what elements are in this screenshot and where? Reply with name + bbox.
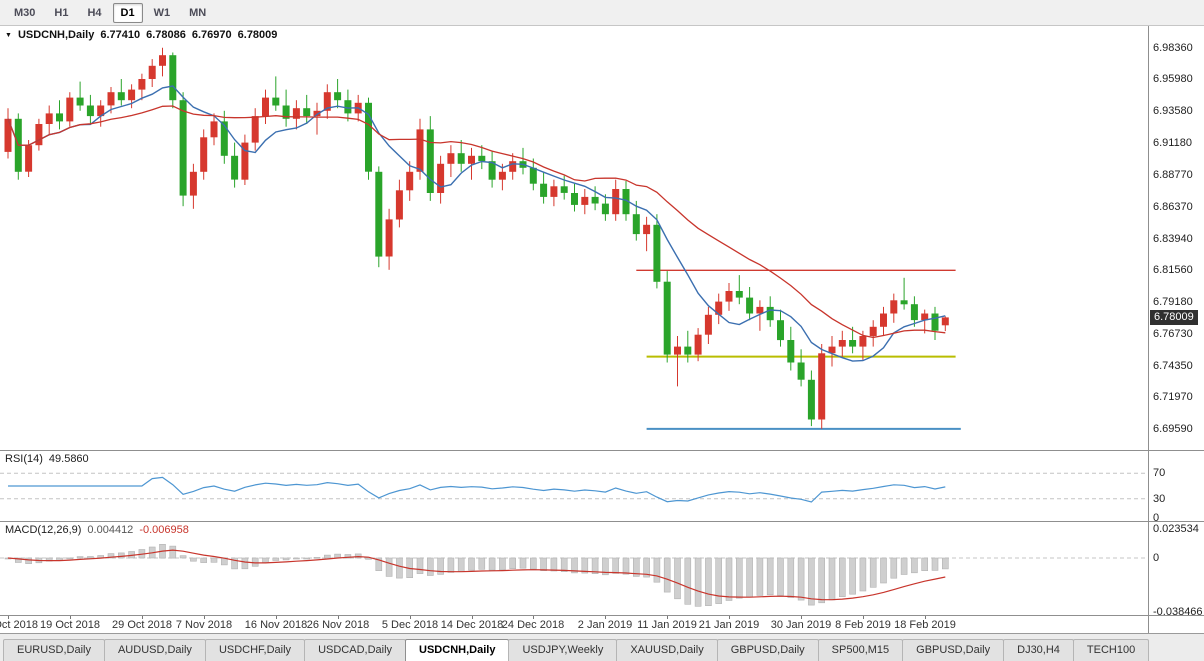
plot-column: ▼ USDCNH,Daily 6.77410 6.78086 6.76970 6… (0, 26, 1204, 633)
price-axis: 6.98360 6.95980 6.93580 6.91180 6.88770 6.863… (1148, 26, 1204, 633)
rsi-value: 49.5860 (48, 453, 89, 465)
main-chart-pane[interactable]: ▼ USDCNH,Daily 6.77410 6.78086 6.76970 6… (0, 26, 1148, 450)
chart-tab-tech100[interactable]: TECH100 (1072, 639, 1150, 661)
date-label: 7 Nov 2018 (175, 619, 233, 631)
price-axis-label: 6.95980 (1153, 73, 1193, 85)
macd-canvas[interactable] (0, 522, 1148, 615)
date-label: 16 Nov 2018 (244, 619, 308, 631)
pane-separator[interactable] (0, 521, 1204, 522)
chart-tab-usdjpy-weekly[interactable]: USDJPY,Weekly (508, 639, 618, 661)
ohlc-close: 6.78009 (237, 29, 278, 41)
macd-axis-label: 0 (1153, 552, 1160, 564)
chart-tab-usdcad-daily[interactable]: USDCAD,Daily (304, 639, 407, 661)
date-label: 21 Jan 2019 (698, 619, 760, 631)
price-axis-label: 6.79180 (1153, 296, 1193, 308)
timeframe-button-mn[interactable]: MN (189, 6, 207, 19)
symbol-marker-icon: ▼ (5, 32, 12, 39)
chart-tab-audusd-daily[interactable]: AUDUSD,Daily (103, 639, 206, 661)
chart-tab-gbpusd-daily[interactable]: GBPUSD,Daily (716, 639, 819, 661)
date-tick-mark (8, 616, 9, 619)
price-axis-label: 6.98360 (1153, 42, 1193, 54)
macd-name: MACD(12,26,9) (5, 524, 82, 536)
macd-pane[interactable]: MACD(12,26,9) 0.004412 -0.006958 (0, 522, 1148, 615)
pane-separator (0, 615, 1204, 616)
date-label: 2 Jan 2019 (577, 619, 633, 631)
rsi-indicator-label: RSI(14) 49.5860 (5, 453, 89, 465)
macd-axis-label: -0.038466 (1153, 606, 1203, 618)
timeframe-button-h4[interactable]: H4 (87, 6, 102, 19)
date-tick-mark (925, 616, 926, 619)
date-tick-mark (338, 616, 339, 619)
date-tick-mark (70, 616, 71, 619)
date-tick-mark (729, 616, 730, 619)
macd-value: 0.004412 (87, 524, 134, 536)
date-tick-mark (605, 616, 606, 619)
price-axis-label: 6.76730 (1153, 328, 1193, 340)
price-axis-label: 6.88770 (1153, 169, 1193, 181)
price-axis-label: 6.86370 (1153, 201, 1193, 213)
date-label: 10 Oct 2018 (0, 619, 38, 631)
ohlc-low: 6.76970 (191, 29, 232, 41)
date-tick-mark (801, 616, 802, 619)
date-tick-mark (472, 616, 473, 619)
rsi-name: RSI(14) (5, 453, 43, 465)
price-axis-label: 6.69590 (1153, 423, 1193, 435)
date-tick-mark (276, 616, 277, 619)
rsi-axis-label: 30 (1153, 493, 1166, 505)
chart-symbol-label: USDCNH,Daily (17, 29, 95, 41)
chart-tabbar: EURUSD,Daily AUDUSD,Daily USDCHF,Daily USDC… (0, 633, 1204, 661)
timeframe-button-h1[interactable]: H1 (54, 6, 69, 19)
timeframe-toolbar: M30 H1 H4 D1 W1 MN (0, 0, 1204, 26)
date-tick-mark (204, 616, 205, 619)
date-label: 24 Dec 2018 (501, 619, 565, 631)
price-axis-label: 6.93580 (1153, 105, 1193, 117)
price-axis-label: 6.71970 (1153, 391, 1193, 403)
date-label: 14 Dec 2018 (440, 619, 504, 631)
chart-tab-gbpusd-daily[interactable]: GBPUSD,Daily (902, 639, 1005, 661)
date-tick-mark (410, 616, 411, 619)
price-axis-label: 6.83940 (1153, 233, 1193, 245)
date-label: 11 Jan 2019 (637, 619, 697, 631)
date-label: 5 Dec 2018 (381, 619, 439, 631)
price-axis-label: 6.74350 (1153, 360, 1193, 372)
date-label: 19 Oct 2018 (40, 619, 100, 631)
date-label: 26 Nov 2018 (306, 619, 370, 631)
chart-tab-sp500-m15[interactable]: SP500,M15 (817, 639, 904, 661)
macd-axis-label: 0.023534 (1153, 523, 1199, 535)
chart-tab-usdchf-daily[interactable]: USDCHF,Daily (204, 639, 306, 661)
date-tick-mark (667, 616, 668, 619)
timeframe-button-m30[interactable]: M30 (14, 6, 36, 19)
date-label: 30 Jan 2019 (770, 619, 832, 631)
chart-tab-usdcnh-daily[interactable]: USDCNH,Daily (405, 639, 510, 661)
current-price-badge: 6.78009 (1150, 310, 1198, 325)
date-tick-mark (142, 616, 143, 619)
date-tick-mark (863, 616, 864, 619)
rsi-axis-label: 0 (1153, 512, 1160, 524)
chart-tab-eurusd-daily[interactable]: EURUSD,Daily (3, 639, 105, 661)
ohlc-open: 6.77410 (100, 29, 141, 41)
rsi-axis-label: 70 (1153, 467, 1166, 479)
date-label: 8 Feb 2019 (835, 619, 891, 631)
rsi-canvas[interactable] (0, 451, 1148, 521)
timeframe-button-w1[interactable]: W1 (153, 6, 171, 19)
macd-indicator-label: MACD(12,26,9) 0.004412 -0.006958 (5, 524, 189, 536)
date-tick-mark (533, 616, 534, 619)
ohlc-high: 6.78086 (146, 29, 186, 41)
price-axis-label: 6.81560 (1153, 264, 1193, 276)
price-axis-label: 6.91180 (1153, 137, 1192, 149)
rsi-pane[interactable]: RSI(14) 49.5860 (0, 451, 1148, 521)
pane-separator[interactable] (0, 450, 1204, 451)
date-label: 18 Feb 2019 (894, 619, 956, 631)
date-label: 29 Oct 2018 (112, 619, 172, 631)
chart-tab-dj30-h4[interactable]: DJ30,H4 (1003, 639, 1074, 661)
chart-window[interactable]: ▼ USDCNH,Daily 6.77410 6.78086 6.76970 6… (0, 26, 1204, 633)
main-chart-canvas[interactable] (0, 26, 1148, 450)
macd-signal-value: -0.006958 (139, 524, 189, 536)
chart-tab-xauusd-daily[interactable]: XAUUSD,Daily (616, 639, 718, 661)
timeframe-button-d1[interactable]: D1 (112, 2, 143, 23)
chart-title: ▼ USDCNH,Daily 6.77410 6.78086 6.76970 6… (5, 29, 277, 41)
